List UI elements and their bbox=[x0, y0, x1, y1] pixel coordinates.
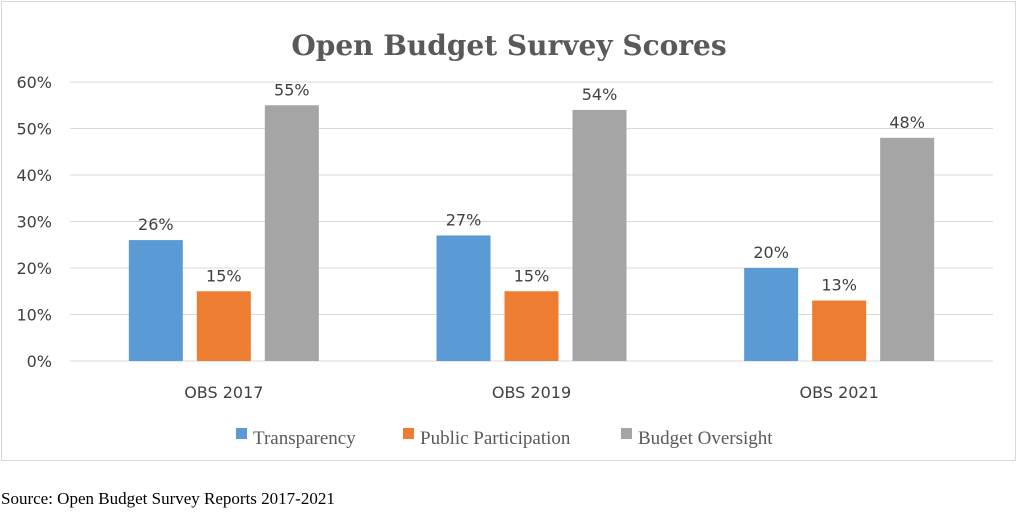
data-label: 27% bbox=[446, 210, 482, 229]
data-label: 13% bbox=[821, 276, 857, 295]
category-label: OBS 2017 bbox=[184, 383, 263, 402]
chart-frame: Open Budget Survey Scores 0% 10% 20% 30% 40%… bbox=[1, 1, 1016, 461]
data-label: 15% bbox=[206, 266, 242, 285]
y-tick-label: 40% bbox=[16, 166, 52, 185]
bar-public-participation bbox=[504, 291, 559, 361]
legend-swatch bbox=[403, 428, 414, 439]
category-label: OBS 2021 bbox=[800, 383, 879, 402]
legend-label: Public Participation bbox=[420, 428, 571, 449]
bar-budget-oversight bbox=[572, 109, 627, 362]
bar-budget-oversight bbox=[264, 105, 319, 361]
category-label: OBS 2019 bbox=[492, 383, 571, 402]
legend-label: Transparency bbox=[253, 428, 356, 449]
legend: Transparency Public Participation Budget O… bbox=[236, 428, 773, 449]
x-axis-categories: OBS 2017 OBS 2019 OBS 2021 bbox=[184, 383, 879, 402]
data-label: 48% bbox=[889, 113, 925, 132]
y-axis-ticks: 0% 10% 20% 30% 40% 50% 60% bbox=[16, 73, 52, 371]
chart-title: Open Budget Survey Scores bbox=[291, 29, 726, 62]
data-label: 15% bbox=[514, 266, 550, 285]
legend-label: Budget Oversight bbox=[638, 428, 773, 449]
y-tick-label: 10% bbox=[16, 306, 52, 325]
bar-transparency bbox=[436, 235, 491, 361]
bar-chart: Open Budget Survey Scores 0% 10% 20% 30% 40%… bbox=[16, 29, 993, 449]
bar-public-participation bbox=[812, 300, 867, 361]
y-tick-label: 20% bbox=[16, 259, 52, 278]
data-labels: 26% 15% 55% 27% 15% 54% 20% 13% 48% bbox=[138, 80, 925, 294]
y-tick-label: 50% bbox=[16, 120, 52, 139]
bar-transparency bbox=[744, 268, 799, 361]
bar-budget-oversight bbox=[880, 137, 935, 361]
data-label: 20% bbox=[753, 243, 789, 262]
legend-swatch bbox=[236, 428, 247, 439]
bar-public-participation bbox=[196, 291, 251, 361]
data-label: 55% bbox=[274, 80, 310, 99]
bars bbox=[128, 105, 935, 362]
data-label: 54% bbox=[582, 85, 618, 104]
y-tick-label: 30% bbox=[16, 213, 52, 232]
source-note: Source: Open Budget Survey Reports 2017-… bbox=[1, 489, 335, 508]
y-tick-label: 60% bbox=[16, 73, 52, 92]
y-tick-label: 0% bbox=[27, 352, 52, 371]
data-label: 26% bbox=[138, 215, 174, 234]
legend-swatch bbox=[621, 428, 632, 439]
bar-transparency bbox=[128, 240, 183, 361]
